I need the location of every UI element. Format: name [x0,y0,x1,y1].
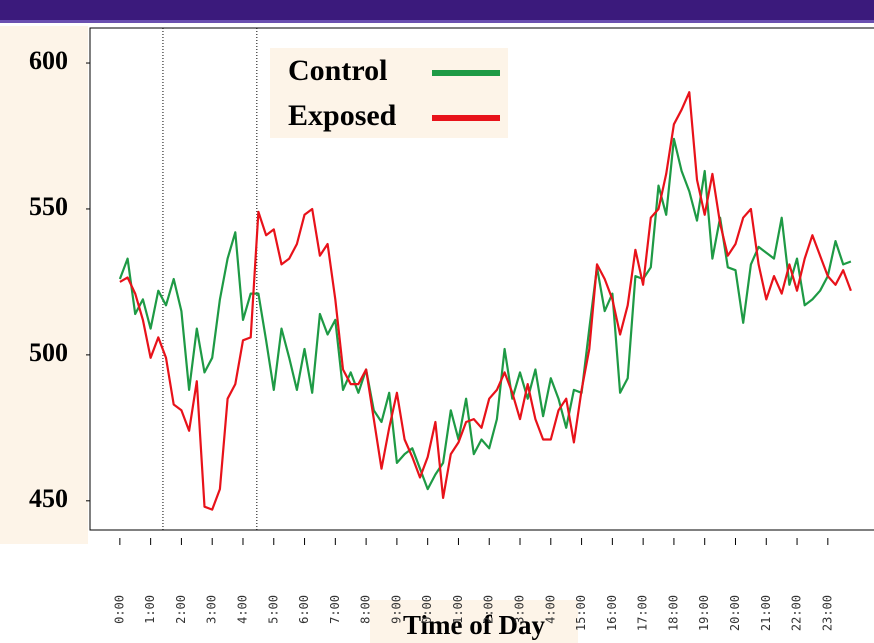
header-bar [0,0,874,20]
x-tick-label: 8:00 [359,595,373,624]
series-line [118,137,852,491]
x-tick-label: 1:00 [451,595,465,624]
x-tick-label: 23:00 [820,595,834,631]
x-tick-label: 9:00 [389,595,403,624]
x-tick-label: 16:00 [605,595,619,631]
legend-label: Control [288,54,387,87]
x-tick-label: 17:00 [636,595,650,631]
x-axis-title: Time of Day [403,610,545,640]
x-tick-label: 3:00 [205,595,219,624]
x-tick-label: 22:00 [790,595,804,631]
x-tick-label: 0:00 [112,595,126,624]
x-tick-label: 2:00 [174,595,188,624]
legend-box [270,48,508,138]
x-tick-label: 0:00 [420,595,434,624]
x-tick-label: 7:00 [328,595,342,624]
legend: Control Exposed [288,54,500,132]
header-stripe [0,20,874,23]
x-tick-label: 4:00 [235,595,249,624]
y-tick-label: 550 [29,192,68,221]
x-tick-label: 4:00 [543,595,557,624]
x-tick-label: 15:00 [574,595,588,631]
y-tick-label: 500 [29,338,68,367]
y-label-panel [0,26,88,544]
x-tick-label: 6:00 [297,595,311,624]
x-tick-label: 20:00 [728,595,742,631]
x-tick-label: 19:00 [697,595,711,631]
x-tick-label: 21:00 [759,595,773,631]
x-tick-label: 5:00 [266,595,280,624]
x-tick-label: 2:00 [482,595,496,624]
legend-label: Exposed [288,99,397,132]
y-tick-label: 450 [29,484,68,513]
x-tick-label: 18:00 [666,595,680,631]
x-label-panel [370,600,578,643]
x-tick-label: 3:00 [513,595,527,624]
x-tick-label: 1:00 [143,595,157,624]
y-tick-label: 600 [29,46,68,75]
series-line [119,91,852,511]
